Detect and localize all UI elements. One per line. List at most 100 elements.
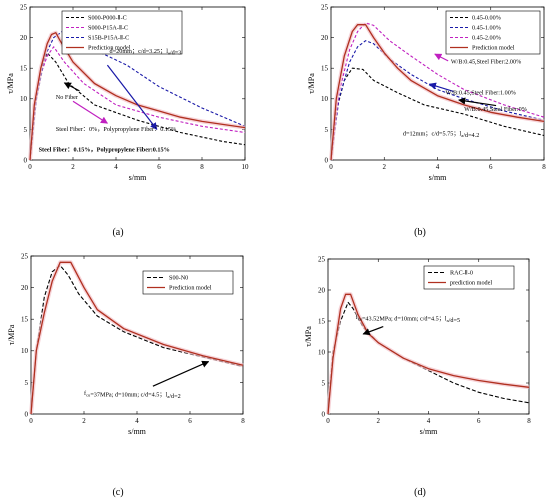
legend-label: prediction model (450, 280, 492, 287)
y-tick-label: 15 (318, 317, 326, 325)
y-tick-label: 0 (25, 410, 29, 418)
y-tick-label: 15 (21, 316, 29, 324)
y-tick-label: 5 (24, 126, 28, 134)
legend-label: S000-P000-Ⅱ-C (88, 15, 127, 22)
series-line-3 (29, 32, 246, 161)
x-axis-title: s/mm (420, 427, 439, 436)
x-tick-label: 4 (114, 163, 118, 171)
series-line-0 (330, 67, 545, 161)
y-tick-label: 25 (20, 3, 28, 11)
annotation-1: No Fiber (56, 94, 78, 101)
x-tick-label: 8 (542, 163, 546, 171)
x-tick-label: 2 (377, 417, 381, 425)
panel-a: 0 2 4 6 8 10 0 5 10 15 20 25 s/mm τ/MPa S000-P000-Ⅱ-C S… (6, 3, 249, 238)
annotation-arrow (152, 360, 210, 387)
y-tick-label: 5 (325, 126, 329, 134)
x-axis-title: s/mm (429, 173, 448, 182)
panel-label: (c) (112, 487, 123, 498)
annotation-0: d=20mm；c/d=3.25；la/d=3 (110, 48, 182, 57)
legend-label: RAC-Ⅱ-0 (450, 270, 473, 277)
x-tick-label: 0 (329, 163, 333, 171)
y-tick-label: 0 (325, 156, 329, 164)
annotation-arrow (362, 326, 384, 336)
legend (142, 270, 234, 295)
panel-label: (b) (414, 227, 426, 238)
x-tick-label: 6 (188, 417, 192, 425)
annotation-arrow (458, 97, 497, 107)
legend (445, 10, 541, 55)
y-tick-label: 10 (318, 348, 326, 356)
x-tick-label: 8 (241, 417, 245, 425)
annotation-3: d=12mm；c/d=5.75；la/d=4.2 (403, 131, 479, 140)
panel-c: 0 2 4 6 8 0 5 10 15 20 25 s/mm τ/MPa S00-N0 Prediction… (7, 252, 245, 498)
x-tick-label: 10 (242, 163, 250, 171)
legend (423, 265, 515, 290)
x-tick-label: 4 (436, 163, 440, 171)
series-line-3 (330, 24, 545, 161)
y-tick-label: 20 (20, 34, 28, 42)
annotation-arrow (72, 100, 109, 124)
x-tick-label: 6 (477, 417, 481, 425)
x-tick-label: 4 (427, 417, 431, 425)
annotation-1: W/B:0.45,Steel Fiber:1.00% (445, 90, 515, 97)
x-tick-label: 2 (82, 417, 86, 425)
legend-label: Prediction model (169, 285, 212, 292)
y-tick-label: 25 (21, 252, 29, 260)
y-tick-label: 25 (321, 3, 329, 11)
series-line-1 (327, 293, 530, 415)
y-tick-label: 10 (321, 95, 329, 103)
y-tick-label: 10 (21, 347, 29, 355)
annotation-2: Steel Fiber：0%，Polypropylene Fiber：0.15% (56, 126, 176, 133)
legend-label: S00-N0 (169, 275, 188, 282)
panel-label: (a) (112, 227, 123, 238)
annotation-3: Steel Fiber：0.15%，Polypropylene Fiber:0.… (39, 146, 170, 153)
x-tick-label: 0 (28, 163, 32, 171)
y-tick-label: 0 (24, 156, 28, 164)
y-axis-title: τ/MPa (304, 326, 313, 347)
x-tick-label: 2 (383, 163, 387, 171)
x-axis-title: s/mm (128, 427, 147, 436)
annotation-arrow (63, 82, 80, 92)
annotation-arrow (434, 53, 449, 62)
annotation-arrow (428, 82, 454, 93)
panel-b: 0 2 4 6 8 0 5 10 15 20 25 s/mm τ/MPa 0.45-0.00% 0.45-1… (307, 3, 546, 238)
x-tick-label: 8 (527, 417, 531, 425)
y-tick-label: 25 (318, 255, 326, 263)
x-tick-label: 8 (200, 163, 204, 171)
plot-frame (29, 6, 246, 161)
y-axis-title: τ/MPa (307, 73, 316, 94)
y-tick-label: 15 (321, 65, 329, 73)
y-tick-label: 20 (318, 286, 326, 294)
legend (61, 10, 183, 55)
y-tick-label: 5 (322, 379, 326, 387)
panel-label: (d) (414, 487, 426, 498)
prediction-band (326, 292, 530, 415)
annotation-0: fcu=37MPa; d=10mm; c/d=4.5；la/d=2 (84, 390, 181, 400)
x-axis-title: s/mm (129, 173, 148, 182)
annotation-0: W/B:0.45,Steel Fiber:2.00% (451, 58, 521, 65)
annotation-2: W/B:0.45,Steel Fiber:0% (464, 106, 527, 113)
series-line-1 (30, 261, 244, 415)
series-line-1 (29, 46, 246, 161)
series-line-2 (330, 22, 545, 161)
legend-label: Prediction model (88, 45, 131, 52)
x-tick-label: 4 (135, 417, 139, 425)
x-tick-label: 6 (157, 163, 161, 171)
x-tick-label: 2 (71, 163, 75, 171)
y-axis-title: τ/MPa (7, 324, 16, 345)
y-tick-label: 10 (20, 95, 28, 103)
y-tick-label: 15 (20, 65, 28, 73)
y-tick-label: 20 (321, 34, 329, 42)
legend-label: Prediction model (472, 45, 515, 52)
annotation-0: fcu=43.52MPa; d=10mm; c/d=4.5；la/d=5 (356, 314, 460, 324)
y-tick-label: 0 (322, 410, 326, 418)
legend-label: S15B-P15A-Ⅱ-C (88, 35, 129, 42)
x-tick-label: 6 (489, 163, 493, 171)
legend-label: S000-P15A-Ⅱ-C (88, 25, 128, 32)
legend-label: 0.45-1.00% (472, 25, 501, 32)
y-axis-title: τ/MPa (6, 73, 15, 94)
series-line-0 (30, 264, 244, 415)
legend-label: 0.45-0.00% (472, 15, 501, 22)
panel-d: 0 2 4 6 8 0 5 10 15 20 25 s/mm τ/MPa RAC-Ⅱ-0 predictio… (304, 255, 531, 498)
